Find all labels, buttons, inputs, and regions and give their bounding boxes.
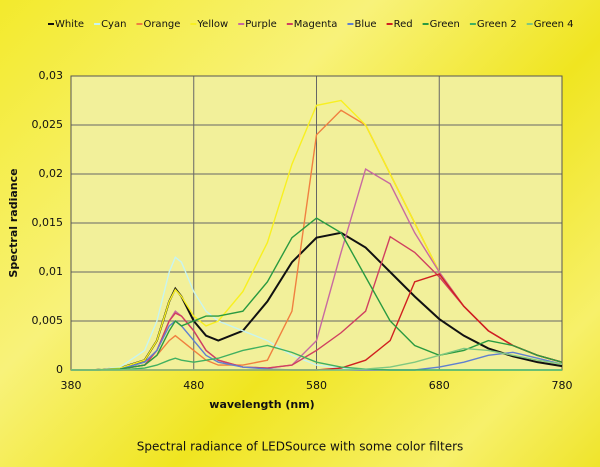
y-tick-label: 0,015: [32, 216, 64, 229]
legend-label: Green: [430, 19, 460, 30]
legend-label: Magenta: [294, 19, 338, 30]
y-axis-title: Spectral radiance: [7, 168, 20, 277]
y-tick-label: 0,02: [39, 167, 64, 180]
series-line: [71, 347, 563, 371]
legend-label: Cyan: [101, 19, 126, 30]
chart-title: Spectral radiance of LEDSource with some…: [137, 440, 464, 454]
y-tick-label: 0,01: [39, 265, 64, 278]
y-tick-label: 0,005: [32, 314, 64, 327]
x-tick-label: 380: [61, 379, 82, 392]
series-line: [71, 344, 562, 371]
series-line: [71, 320, 563, 371]
legend-label: White: [55, 19, 84, 30]
legend-label: Red: [394, 19, 413, 30]
series-line: [71, 217, 563, 371]
legend-label: Green 4: [534, 19, 574, 30]
legend-label: Yellow: [196, 19, 228, 30]
legend-label: Blue: [354, 19, 376, 30]
y-tick-label: 0,025: [32, 118, 64, 131]
x-tick-label: 480: [183, 379, 204, 392]
y-tick-label: 0: [56, 363, 63, 376]
legend-label: Green 2: [477, 19, 517, 30]
x-tick-label: 580: [306, 379, 327, 392]
x-tick-label: 680: [429, 379, 450, 392]
y-tick-label: 0,03: [39, 69, 64, 82]
legend-label: Orange: [143, 19, 180, 30]
legend-label: Purple: [245, 19, 277, 30]
x-tick-label: 780: [552, 379, 573, 392]
x-axis-title: wavelength (nm): [209, 398, 314, 411]
